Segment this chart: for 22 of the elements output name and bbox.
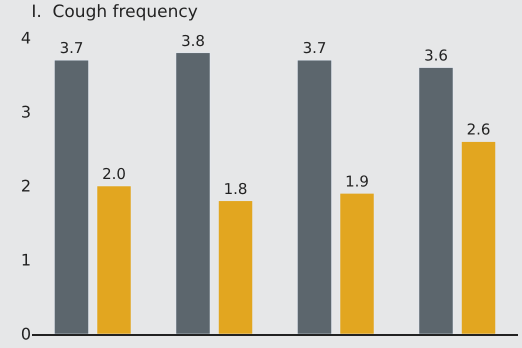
bar: [461, 141, 496, 334]
y-tick-label: 4: [20, 28, 31, 48]
bar: [54, 60, 89, 334]
bar: [176, 52, 210, 334]
y-tick-label: 1: [20, 250, 31, 270]
y-tick-label: 2: [20, 176, 31, 196]
data-label: 1.8: [224, 180, 248, 198]
bar: [418, 67, 454, 334]
chart-title: I. Cough frequency: [31, 2, 198, 22]
y-tick-label: 3: [20, 102, 31, 122]
y-tick-label: 0: [20, 324, 31, 344]
data-label: 3.7: [60, 39, 84, 58]
data-label: 3.6: [424, 46, 448, 65]
data-label: 2.0: [102, 165, 126, 183]
data-label: 3.7: [302, 39, 326, 58]
data-label: 3.8: [181, 32, 205, 50]
bar: [218, 200, 253, 334]
data-label: 1.9: [345, 172, 369, 190]
data-label: 2.6: [466, 120, 490, 139]
bar: [297, 60, 332, 334]
bar: [340, 193, 374, 334]
bar: [96, 186, 132, 334]
